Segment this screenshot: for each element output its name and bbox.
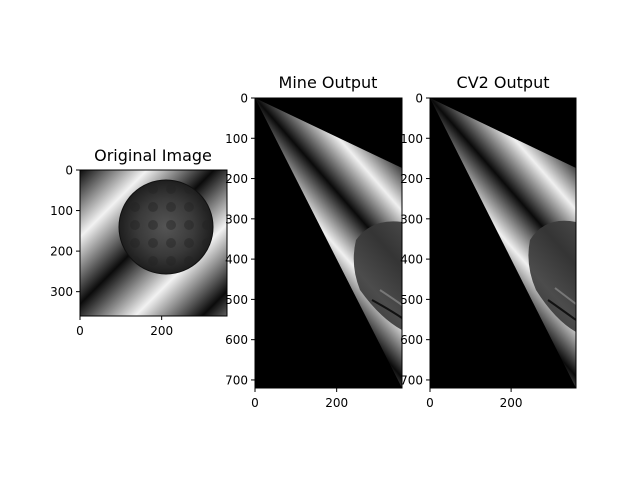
image-cv2 — [430, 98, 576, 388]
y-tick-label: 300 — [225, 212, 248, 226]
panel-title: CV2 Output — [457, 73, 550, 92]
x-tick-label: 0 — [76, 324, 84, 338]
y-tick-label: 400 — [400, 253, 423, 267]
x-tick-label: 200 — [325, 396, 348, 410]
axes-frame — [429, 97, 577, 389]
y-tick-label: 300 — [400, 212, 423, 226]
y-tick-label: 200 — [400, 172, 423, 186]
y-tick-label: 100 — [400, 132, 423, 146]
y-tick-label: 0 — [415, 92, 423, 106]
axes-frame — [79, 169, 228, 317]
x-tick-label: 0 — [251, 396, 259, 410]
x-tick-label: 200 — [500, 396, 523, 410]
y-tick-label: 500 — [400, 293, 423, 307]
y-tick-label: 600 — [400, 333, 423, 347]
image-mine — [255, 98, 402, 388]
y-tick-label: 300 — [50, 285, 73, 299]
y-tick-label: 400 — [225, 253, 248, 267]
y-tick-label: 700 — [400, 373, 423, 387]
y-tick-label: 600 — [225, 333, 248, 347]
y-tick-label: 100 — [225, 132, 248, 146]
y-tick-label: 700 — [225, 373, 248, 387]
y-tick-label: 100 — [50, 204, 73, 218]
y-tick-label: 200 — [225, 172, 248, 186]
y-tick-label: 200 — [50, 245, 73, 259]
x-tick-label: 200 — [150, 324, 173, 338]
axis-ticks: 0 100 200 300 0 200 — [50, 164, 173, 339]
panel-original: Original Image 0 100 200 300 0 200 — [50, 146, 228, 339]
y-tick-label: 0 — [65, 164, 73, 178]
y-tick-label: 500 — [225, 293, 248, 307]
axes-frame — [254, 97, 403, 389]
panel-title: Mine Output — [279, 73, 378, 92]
panel-title: Original Image — [94, 146, 212, 165]
y-tick-label: 0 — [240, 92, 248, 106]
x-tick-label: 0 — [426, 396, 434, 410]
image-original — [80, 170, 227, 316]
